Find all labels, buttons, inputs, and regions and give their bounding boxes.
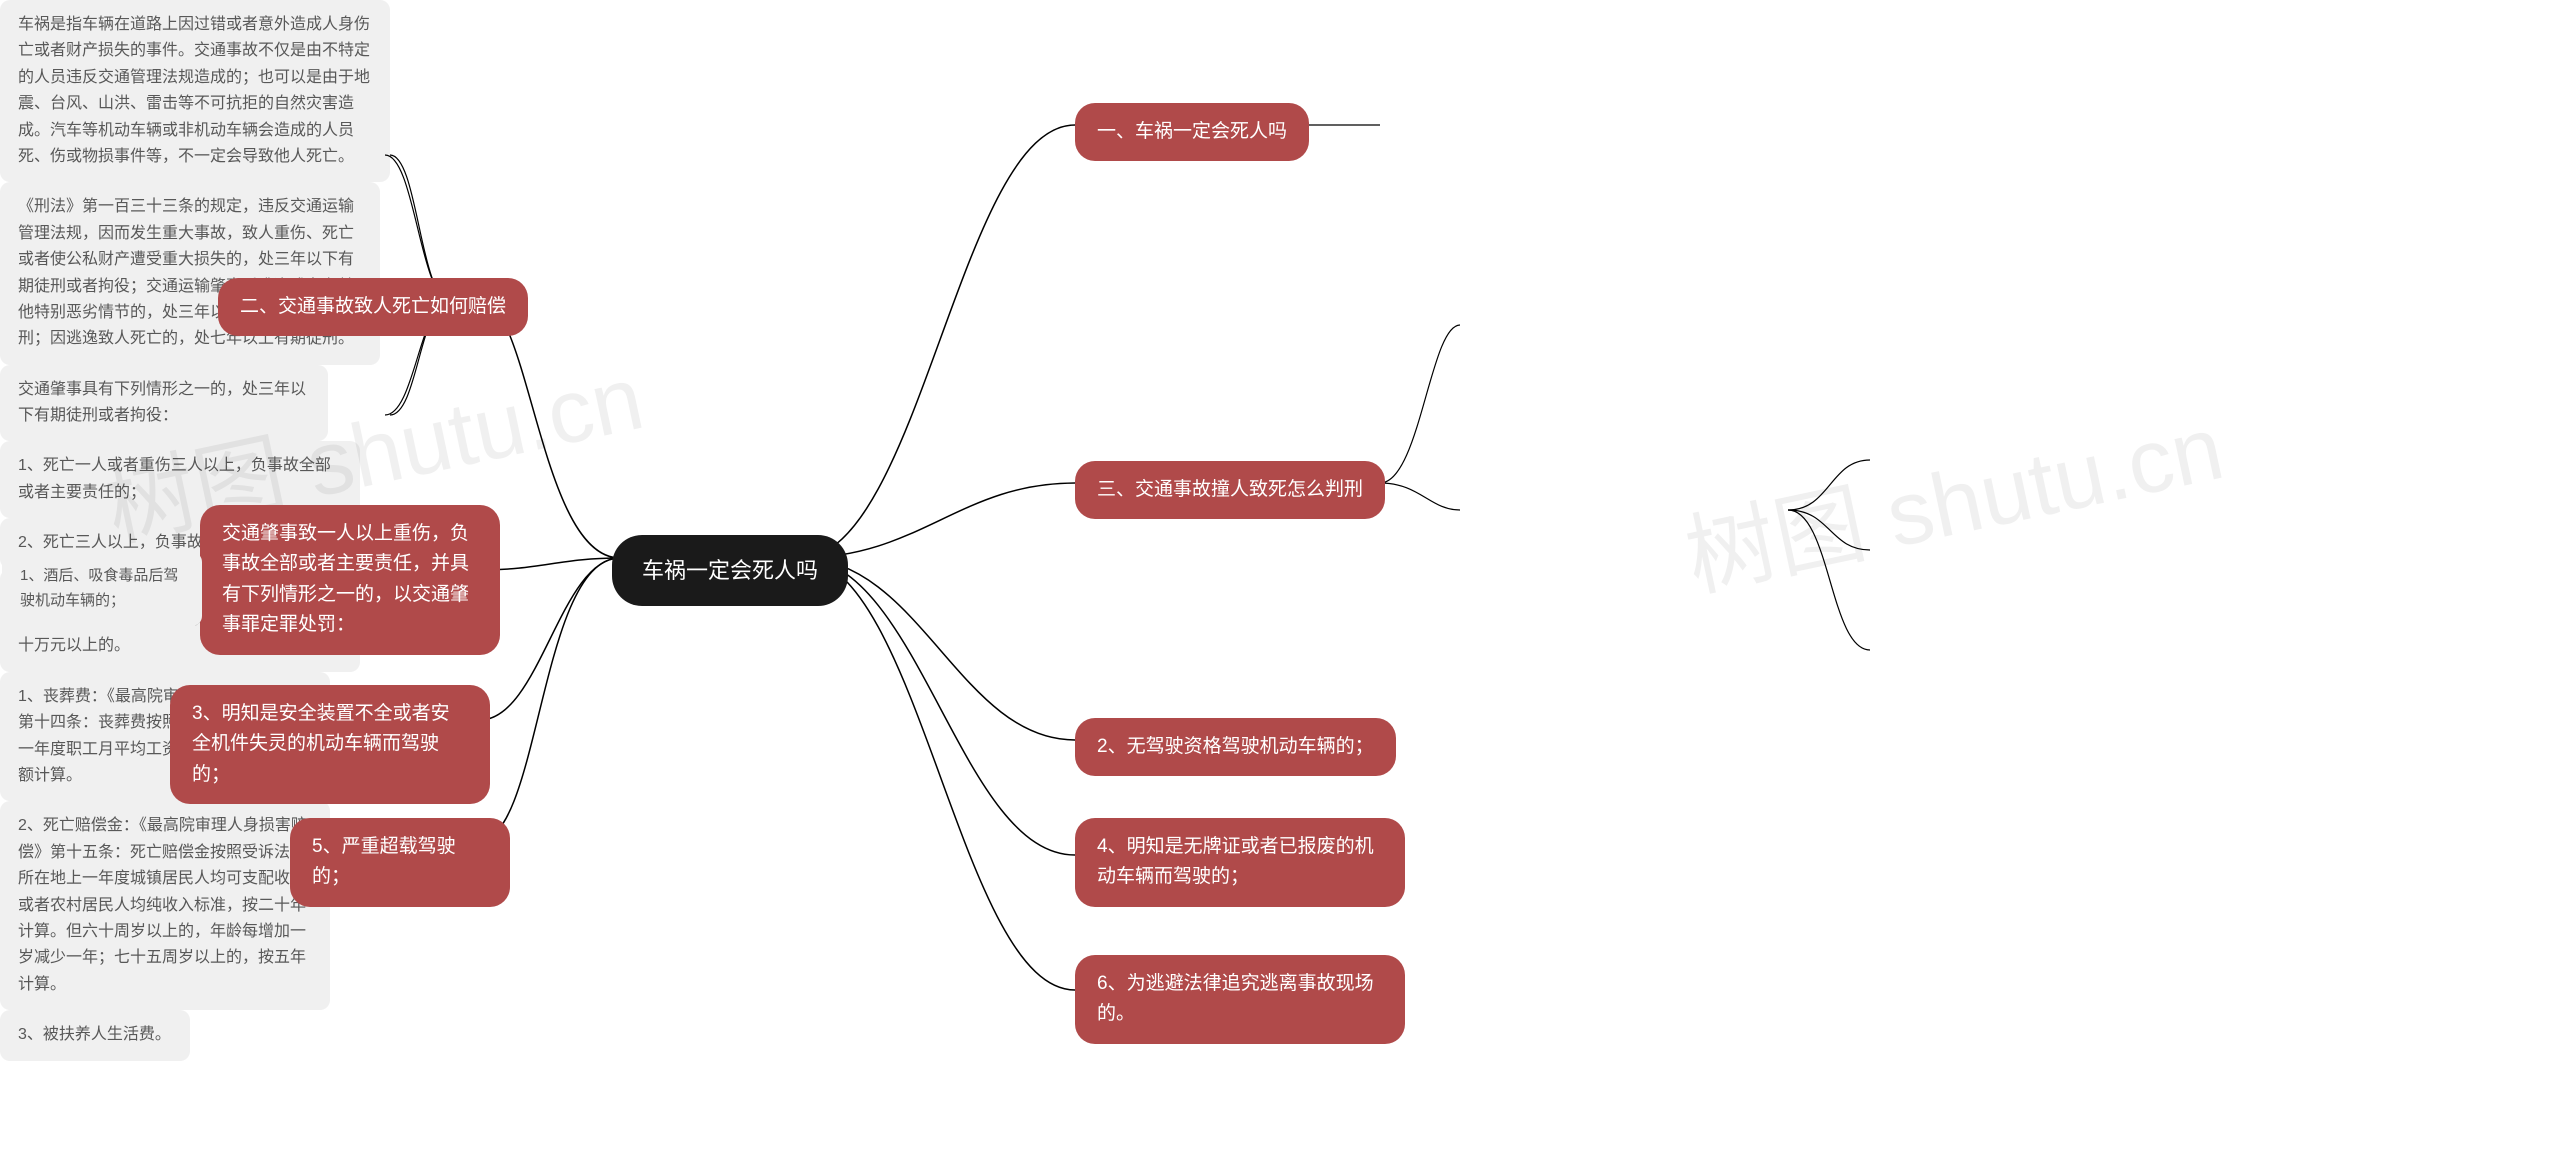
cluster-main: 交通肇事致一人以上重伤，负事故全部或者主要责任，并具有下列情形之一的，以交通肇事… bbox=[200, 505, 500, 655]
left-free-3: 3、明知是安全装置不全或者安全机件失灵的机动车辆而驾驶的； bbox=[170, 685, 490, 804]
section2-leaf3: 3、被扶养人生活费。 bbox=[0, 1010, 190, 1060]
right-free-4: 4、明知是无牌证或者已报废的机动车辆而驾驶的； bbox=[1075, 818, 1405, 907]
section1-title: 一、车祸一定会死人吗 bbox=[1075, 103, 1309, 161]
right-free-6: 6、为逃避法律追究逃离事故现场的。 bbox=[1075, 955, 1405, 1044]
center-node: 车祸一定会死人吗 bbox=[612, 535, 848, 606]
section3-leaf2-intro: 交通肇事具有下列情形之一的，处三年以下有期徒刑或者拘役： bbox=[0, 365, 328, 442]
section2-leaf2: 2、死亡赔偿金：《最高院审理人身损害赔偿》第十五条：死亡赔偿金按照受诉法院所在地… bbox=[0, 801, 330, 1010]
watermark-right: 树图 shutu.cn bbox=[1672, 375, 2232, 616]
right-free-2: 2、无驾驶资格驾驶机动车辆的； bbox=[1075, 718, 1396, 776]
left-free-5: 5、严重超载驾驶的； bbox=[290, 818, 510, 907]
cluster-leaf: 1、酒后、吸食毒品后驾驶机动车辆的； bbox=[2, 552, 202, 626]
section3-leaf1: 《刑法》第一百三十三条的规定，违反交通运输管理法规，因而发生重大事故，致人重伤、… bbox=[0, 182, 380, 364]
section2-title: 二、交通事故致人死亡如何赔偿 bbox=[218, 278, 528, 336]
section3-title: 三、交通事故撞人致死怎么判刑 bbox=[1075, 461, 1385, 519]
section1-text: 车祸是指车辆在道路上因过错或者意外造成人身伤亡或者财产损失的事件。交通事故不仅是… bbox=[0, 0, 390, 182]
